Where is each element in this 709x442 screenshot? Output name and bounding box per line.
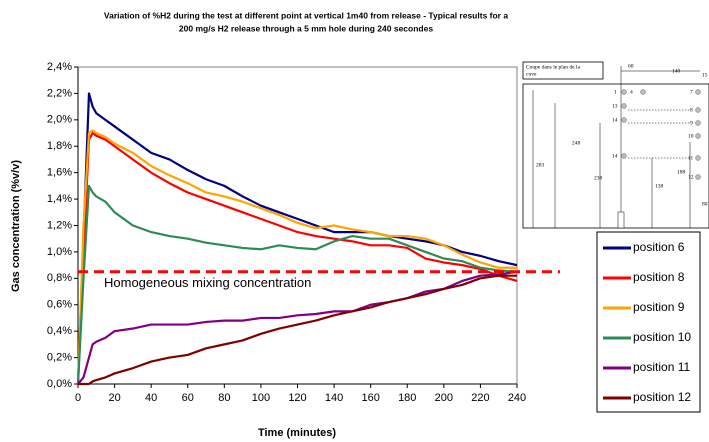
inset-caption: Coupe dans le plan de la xyxy=(526,64,580,70)
inset-label: 15 xyxy=(702,72,708,78)
x-tick-label: 60 xyxy=(182,392,194,404)
inset-sensor xyxy=(621,153,627,159)
x-tick-label: 40 xyxy=(145,392,157,404)
y-tick-label: 1,6% xyxy=(47,167,72,179)
legend-label: position 6 xyxy=(633,240,685,254)
inset-caption-box xyxy=(522,61,604,80)
x-tick-label: 120 xyxy=(288,392,306,404)
y-tick-label: 1,4% xyxy=(47,193,72,205)
inset-sensor xyxy=(695,89,701,95)
inset-sensor xyxy=(621,103,627,109)
inset-sensor xyxy=(621,89,627,95)
inset-label: 12 xyxy=(688,174,694,180)
inset-label: 238 xyxy=(594,175,603,181)
inset-label: 140 xyxy=(672,68,681,74)
inset-label: 9 xyxy=(690,120,693,126)
inset-label: 60 xyxy=(628,63,634,69)
chart-title: Variation of %H2 during the test at diff… xyxy=(104,10,508,20)
legend-label: position 9 xyxy=(633,300,685,314)
x-tick-label: 180 xyxy=(398,392,416,404)
inset-diagram: Coupe dans le plan de la cuve 60 140 xyxy=(522,61,709,229)
inset-label: 13 xyxy=(612,103,618,109)
inset-sensor xyxy=(640,89,646,95)
inset-label: 10 xyxy=(688,133,694,139)
series-line xyxy=(76,184,518,385)
y-axis-title: Gas concentration (%v/v) xyxy=(10,160,22,292)
chart-title: 200 mg/s H2 release through a 5 mm hole … xyxy=(179,23,433,33)
inset-label: 80 xyxy=(702,201,708,207)
inset-caption: cuve xyxy=(526,71,537,77)
y-tick-label: 0,0% xyxy=(47,378,72,390)
inset-sensor xyxy=(695,107,701,113)
x-tick-label: 200 xyxy=(435,392,453,404)
inset-sensor xyxy=(695,155,701,161)
y-tick-label: 1,0% xyxy=(47,246,72,258)
legend-label: position 11 xyxy=(633,360,690,374)
inset-label: 248 xyxy=(572,140,581,146)
inset-label: 7 xyxy=(690,89,693,95)
x-tick-label: 220 xyxy=(471,392,489,404)
y-tick-label: 0,6% xyxy=(47,299,72,311)
inset-nozzle xyxy=(617,211,625,229)
x-tick-label: 160 xyxy=(361,392,379,404)
series-line xyxy=(76,92,518,385)
series-line xyxy=(76,129,517,385)
y-tick-label: 0,8% xyxy=(47,272,72,284)
y-tick-label: 1,2% xyxy=(47,219,72,231)
y-tick-label: 2,4% xyxy=(47,61,72,73)
x-tick-label: 80 xyxy=(218,392,230,404)
y-tick-label: 2,0% xyxy=(47,114,72,126)
y-tick-label: 0,2% xyxy=(47,351,72,363)
inset-label: 1 xyxy=(614,89,617,95)
y-tick-label: 2,2% xyxy=(47,87,72,99)
inset-label: 283 xyxy=(536,162,545,168)
inset-label: 11 xyxy=(688,155,694,161)
series-line xyxy=(76,131,518,385)
inset-label: 4 xyxy=(630,89,633,95)
x-axis-title: Time (minutes) xyxy=(258,427,336,439)
inset-vessel xyxy=(522,83,709,229)
inset-label: 14 xyxy=(612,117,618,123)
inset-sensor xyxy=(695,174,701,180)
x-tick-label: 100 xyxy=(252,392,270,404)
inset-label: 138 xyxy=(655,183,664,189)
series-line xyxy=(77,270,518,385)
legend-label: position 10 xyxy=(633,330,691,344)
inset-label: 188 xyxy=(677,169,686,175)
inset-label: 8 xyxy=(690,107,693,113)
x-tick-label: 20 xyxy=(108,392,120,404)
plot-frame xyxy=(77,66,518,385)
inset-label: 14 xyxy=(612,153,618,159)
legend-label: position 8 xyxy=(633,270,685,284)
inset-sensor xyxy=(621,117,627,123)
legend-box xyxy=(596,231,701,413)
reference-label: Homogeneous mixing concentration xyxy=(104,275,311,290)
x-tick-label: 240 xyxy=(508,392,526,404)
inset-sensor xyxy=(695,120,701,126)
y-tick-label: 0,4% xyxy=(47,325,72,337)
x-tick-label: 140 xyxy=(325,392,343,404)
x-tick-label: 0 xyxy=(75,392,81,404)
inset-sensor xyxy=(695,133,701,139)
series-line xyxy=(78,274,517,386)
legend-label: position 12 xyxy=(633,390,691,404)
y-tick-label: 1,8% xyxy=(47,140,72,152)
